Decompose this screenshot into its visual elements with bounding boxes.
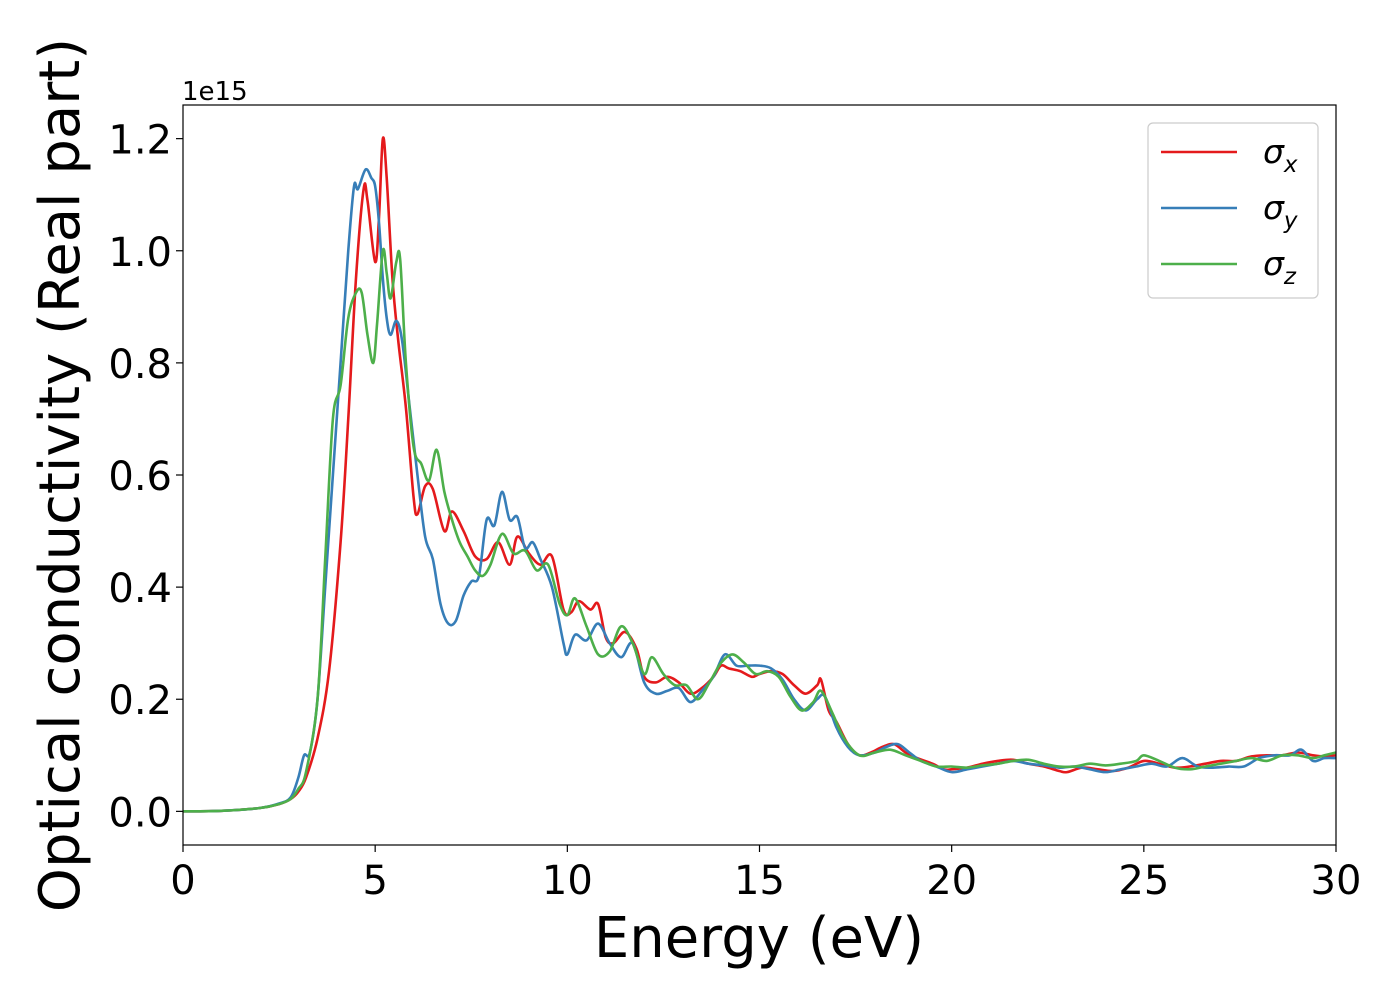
legend-frame [1147,122,1319,299]
legend: σx σy σz [1147,122,1319,299]
y-tick-label: 0.2 [108,678,172,724]
x-tick-label: 10 [542,858,593,904]
x-tick-label: 0 [170,858,195,904]
y-tick-label: 1.2 [108,118,172,164]
x-tick-label: 20 [926,858,977,904]
y-tick-label: 0.0 [108,790,172,836]
y-tick-label: 1.0 [108,230,172,276]
x-tick-label: 15 [734,858,785,904]
x-tick-label: 5 [362,858,387,904]
legend-label-y: σy [1263,188,1298,234]
x-axis-label: Energy (eV) [594,906,924,971]
series-line-z [183,247,1336,813]
series-line-y [183,167,1336,813]
legend-label-z: σz [1263,244,1297,290]
y-axis-label: Optical conductivity (Real part) [28,38,93,912]
legend-label-x: σx [1263,132,1298,178]
x-tick-label: 25 [1118,858,1169,904]
y-offset-label: 1e15 [182,77,248,107]
y-tick-label: 0.4 [108,566,172,612]
y-tick-label: 0.8 [108,342,172,388]
y-tick-label: 0.6 [108,454,172,500]
x-tick-label: 30 [1311,858,1362,904]
